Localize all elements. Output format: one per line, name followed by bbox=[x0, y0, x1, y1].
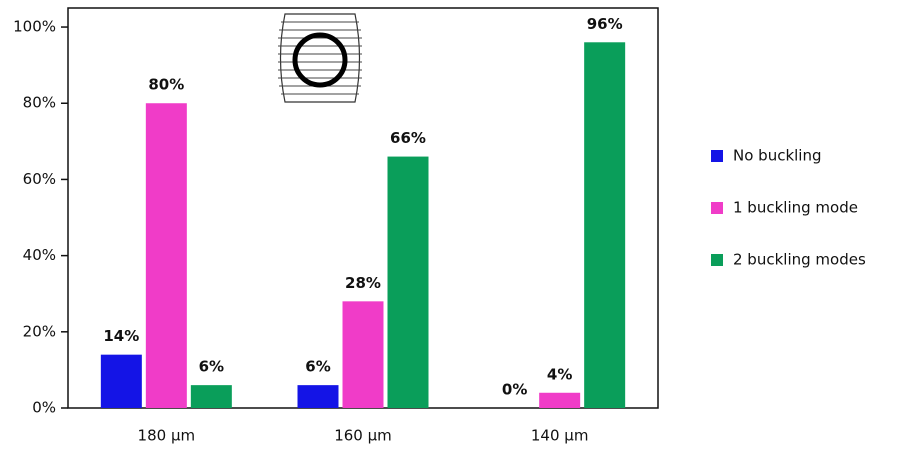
bar bbox=[387, 156, 429, 408]
legend-swatch bbox=[711, 150, 723, 162]
y-tick-label: 40% bbox=[23, 246, 56, 264]
bar bbox=[190, 385, 232, 408]
legend-label: 2 buckling modes bbox=[733, 251, 866, 269]
value-label: 6% bbox=[305, 358, 330, 376]
y-tick-label: 100% bbox=[13, 18, 56, 36]
y-tick-label: 0% bbox=[32, 399, 56, 417]
bar bbox=[145, 103, 187, 408]
legend-label: No buckling bbox=[733, 147, 822, 165]
value-label: 4% bbox=[547, 365, 572, 383]
value-label: 80% bbox=[148, 76, 184, 94]
legend-swatch bbox=[711, 254, 723, 266]
value-label: 6% bbox=[199, 358, 224, 376]
y-tick-label: 60% bbox=[23, 170, 56, 188]
bar bbox=[100, 354, 142, 408]
value-label: 28% bbox=[345, 274, 381, 292]
value-label: 96% bbox=[587, 15, 623, 33]
bar bbox=[539, 392, 581, 408]
value-label: 14% bbox=[103, 327, 139, 345]
inset-icon bbox=[278, 13, 362, 103]
y-tick-label: 80% bbox=[23, 94, 56, 112]
x-tick-label: 160 µm bbox=[334, 427, 392, 445]
bar bbox=[297, 385, 339, 408]
bar bbox=[342, 301, 384, 408]
x-tick-label: 140 µm bbox=[531, 427, 589, 445]
value-label: 66% bbox=[390, 129, 426, 147]
value-label: 0% bbox=[502, 381, 527, 399]
y-tick-label: 20% bbox=[23, 322, 56, 340]
legend-swatch bbox=[711, 202, 723, 214]
legend-label: 1 buckling mode bbox=[733, 199, 858, 217]
bar bbox=[584, 42, 626, 409]
x-tick-label: 180 µm bbox=[138, 427, 196, 445]
